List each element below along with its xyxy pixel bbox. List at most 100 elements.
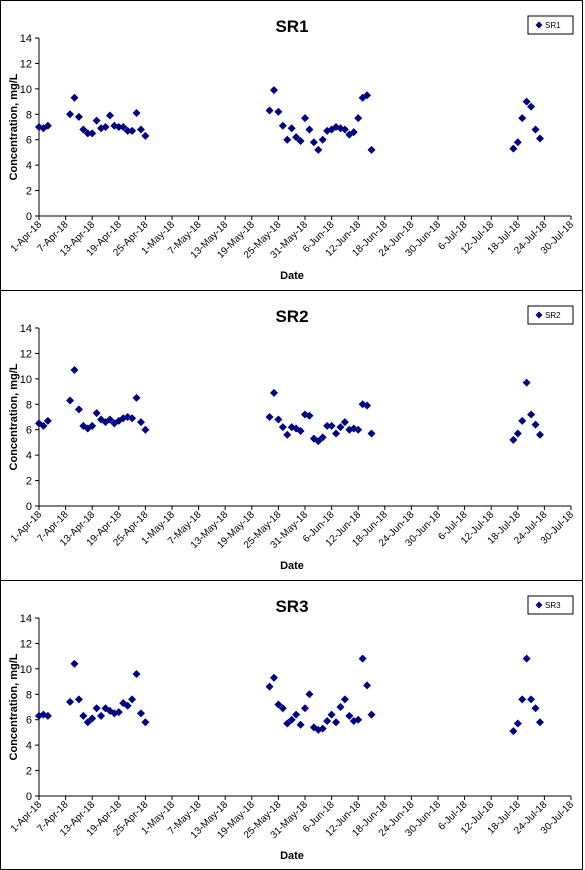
- data-point: [535, 430, 544, 439]
- data-point: [287, 715, 296, 724]
- y-tick-label: 6: [26, 135, 32, 147]
- data-point: [340, 125, 349, 134]
- data-point: [345, 711, 354, 720]
- data-point: [367, 145, 376, 154]
- y-tick-label: 12: [20, 638, 32, 650]
- y-tick-label: 8: [26, 689, 32, 701]
- data-point: [332, 718, 341, 727]
- data-point: [265, 413, 274, 421]
- data-point: [287, 423, 296, 432]
- data-point: [92, 409, 101, 418]
- data-point: [278, 121, 287, 130]
- data-point: [132, 109, 141, 118]
- data-point: [123, 701, 132, 710]
- data-point: [513, 138, 522, 147]
- data-point: [518, 416, 527, 425]
- legend-box: [527, 595, 574, 615]
- y-tick-label: 0: [26, 211, 32, 223]
- data-point: [301, 114, 309, 123]
- data-point: [74, 112, 83, 121]
- data-point: [132, 669, 141, 678]
- data-point: [132, 393, 141, 402]
- x-axis-label: Date: [280, 850, 304, 862]
- data-point: [136, 125, 145, 134]
- data-point: [110, 121, 119, 130]
- data-point: [323, 716, 332, 725]
- data-point: [522, 378, 531, 387]
- data-point: [114, 416, 123, 425]
- data-point: [314, 437, 323, 446]
- chart-panel-sr2: SR2 0 2 4 6 8 10 12 14 1-Apr-18 7-Apr-18 13-Apr-18 1…: [0, 290, 583, 581]
- data-point: [66, 110, 75, 119]
- data-point: [274, 107, 283, 116]
- y-tick-label: 4: [26, 740, 32, 752]
- data-point: [336, 703, 345, 711]
- data-point: [66, 396, 75, 405]
- data-point: [92, 704, 101, 713]
- data-point: [363, 91, 372, 100]
- data-point: [518, 114, 527, 123]
- data-point: [79, 125, 88, 134]
- x-axis-label: Date: [280, 560, 304, 572]
- data-point: [336, 423, 345, 432]
- data-point: [70, 659, 79, 668]
- y-tick-label: 12: [20, 348, 32, 360]
- y-tick-label: 6: [26, 425, 32, 437]
- data-point: [296, 136, 305, 145]
- data-point: [119, 123, 128, 131]
- data-point: [323, 421, 332, 430]
- legend-box: [527, 15, 574, 35]
- y-tick-label: 10: [20, 374, 32, 386]
- data-point: [332, 429, 341, 438]
- y-tick-label: 14: [20, 613, 32, 625]
- legend-label: SR1: [545, 21, 561, 30]
- data-point: [119, 414, 128, 423]
- y-tick-label: 10: [20, 84, 32, 96]
- data-point: [314, 145, 323, 154]
- data-point: [114, 708, 123, 717]
- data-point: [43, 416, 52, 425]
- data-point: [327, 421, 336, 430]
- data-point: [70, 93, 79, 102]
- y-tick-label: 2: [26, 186, 32, 198]
- data-point: [318, 724, 327, 733]
- data-point: [123, 126, 132, 135]
- data-point: [363, 401, 372, 410]
- y-tick-label: 4: [26, 450, 32, 462]
- data-point: [101, 123, 110, 131]
- data-point: [292, 710, 301, 719]
- y-tick-label: 14: [20, 323, 32, 335]
- data-point: [318, 433, 327, 442]
- data-point: [274, 415, 283, 424]
- data-point: [136, 418, 145, 427]
- y-tick-label: 10: [20, 664, 32, 676]
- data-point: [327, 710, 336, 719]
- data-point: [283, 719, 292, 728]
- data-point: [309, 138, 318, 147]
- data-point: [367, 429, 376, 438]
- data-point: [509, 727, 518, 736]
- data-point: [274, 700, 283, 709]
- y-axis-label: Concentration, mg/L: [8, 73, 20, 180]
- data-point: [105, 111, 114, 120]
- y-axis-label: Concentration, mg/L: [8, 653, 20, 760]
- y-tick-label: 12: [20, 58, 32, 70]
- data-point: [296, 426, 305, 435]
- y-tick-label: 6: [26, 715, 32, 727]
- y-tick-label: 2: [26, 476, 32, 488]
- data-point: [43, 711, 52, 720]
- data-point: [128, 126, 137, 135]
- y-tick-label: 0: [26, 791, 32, 803]
- data-point: [43, 121, 52, 130]
- data-point: [509, 144, 518, 153]
- data-point: [522, 654, 531, 663]
- chart-svg-sr3: SR3024681012141-Apr-187-Apr-1813-Apr-181…: [8, 595, 576, 862]
- data-point: [141, 131, 150, 140]
- chart-panel-sr1: SR1 0 2 4 6 8 10 12 14 1-Apr-18 7-Apr-18 13-Apr-18 1…: [0, 0, 583, 291]
- data-point: [269, 86, 278, 95]
- data-point: [354, 715, 363, 724]
- data-point: [367, 710, 376, 719]
- legend-box: [527, 305, 574, 325]
- y-tick-label: 2: [26, 766, 32, 778]
- chart-title: SR3: [275, 597, 308, 616]
